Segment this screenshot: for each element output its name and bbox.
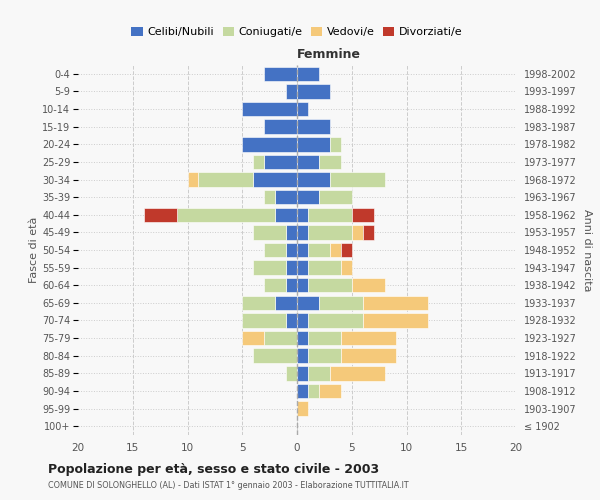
Text: Popolazione per età, sesso e stato civile - 2003: Popolazione per età, sesso e stato civil…: [48, 462, 379, 475]
Bar: [297, 348, 308, 363]
Bar: [242, 331, 264, 345]
Bar: [286, 278, 297, 292]
Bar: [297, 384, 308, 398]
Bar: [264, 120, 297, 134]
Bar: [264, 66, 297, 81]
Bar: [330, 172, 385, 186]
Bar: [297, 190, 319, 204]
Bar: [341, 243, 352, 257]
Bar: [275, 208, 297, 222]
Bar: [242, 102, 297, 117]
Bar: [308, 208, 352, 222]
Text: Femmine: Femmine: [297, 48, 361, 62]
Bar: [297, 172, 330, 186]
Bar: [330, 366, 385, 380]
Bar: [352, 278, 385, 292]
Legend: Celibi/Nubili, Coniugati/e, Vedovi/e, Divorziati/e: Celibi/Nubili, Coniugati/e, Vedovi/e, Di…: [127, 22, 467, 42]
Bar: [297, 331, 308, 345]
Bar: [297, 66, 319, 81]
Bar: [176, 208, 275, 222]
Bar: [330, 137, 341, 152]
Bar: [308, 331, 341, 345]
Bar: [187, 172, 199, 186]
Bar: [242, 137, 297, 152]
Bar: [275, 296, 297, 310]
Bar: [319, 384, 341, 398]
Bar: [264, 243, 286, 257]
Bar: [264, 278, 286, 292]
Bar: [297, 208, 308, 222]
Bar: [275, 190, 297, 204]
Bar: [297, 243, 308, 257]
Bar: [319, 190, 352, 204]
Bar: [297, 278, 308, 292]
Bar: [330, 243, 341, 257]
Bar: [362, 225, 374, 240]
Bar: [144, 208, 176, 222]
Text: COMUNE DI SOLONGHELLO (AL) - Dati ISTAT 1° gennaio 2003 - Elaborazione TUTTITALI: COMUNE DI SOLONGHELLO (AL) - Dati ISTAT …: [48, 481, 409, 490]
Y-axis label: Fasce di età: Fasce di età: [29, 217, 39, 283]
Bar: [253, 154, 264, 169]
Bar: [286, 225, 297, 240]
Bar: [286, 314, 297, 328]
Bar: [297, 296, 319, 310]
Bar: [286, 366, 297, 380]
Bar: [352, 208, 374, 222]
Bar: [242, 296, 275, 310]
Bar: [319, 296, 362, 310]
Bar: [297, 225, 308, 240]
Bar: [341, 348, 395, 363]
Bar: [253, 172, 297, 186]
Bar: [264, 190, 275, 204]
Bar: [286, 84, 297, 98]
Bar: [297, 84, 330, 98]
Bar: [362, 296, 428, 310]
Bar: [308, 348, 341, 363]
Bar: [352, 225, 362, 240]
Bar: [297, 366, 308, 380]
Bar: [264, 331, 297, 345]
Bar: [308, 243, 330, 257]
Bar: [319, 154, 341, 169]
Bar: [253, 225, 286, 240]
Bar: [308, 384, 319, 398]
Bar: [297, 260, 308, 275]
Bar: [308, 278, 352, 292]
Bar: [308, 366, 330, 380]
Bar: [199, 172, 253, 186]
Bar: [253, 348, 297, 363]
Bar: [341, 331, 395, 345]
Bar: [297, 120, 330, 134]
Bar: [297, 402, 308, 416]
Bar: [308, 314, 362, 328]
Bar: [297, 102, 308, 117]
Bar: [297, 154, 319, 169]
Bar: [341, 260, 352, 275]
Bar: [297, 314, 308, 328]
Bar: [362, 314, 428, 328]
Bar: [242, 314, 286, 328]
Bar: [286, 260, 297, 275]
Bar: [308, 225, 352, 240]
Bar: [308, 260, 341, 275]
Bar: [286, 243, 297, 257]
Bar: [297, 137, 330, 152]
Bar: [264, 154, 297, 169]
Y-axis label: Anni di nascita: Anni di nascita: [582, 209, 592, 291]
Bar: [253, 260, 286, 275]
